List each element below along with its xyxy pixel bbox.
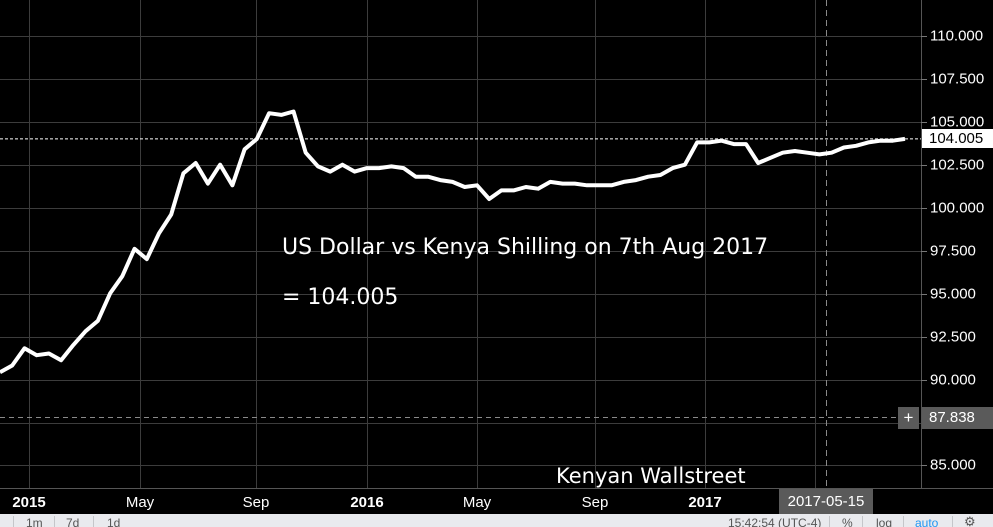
price-tick-label: 110.000: [930, 27, 984, 45]
price-tick-label: 85.000: [930, 456, 976, 474]
chart-annotation-title: US Dollar vs Kenya Shilling on 7th Aug 2…: [282, 235, 769, 260]
range-button-1d[interactable]: 1d: [107, 516, 121, 527]
price-tick-mark: [921, 465, 927, 466]
price-tick-label: 102.500: [930, 156, 985, 174]
price-tick-label: 97.500: [930, 242, 976, 260]
time-tick-label: 2015: [12, 494, 46, 511]
add-alert-button[interactable]: +: [898, 407, 919, 429]
time-tick-label: Sep: [581, 494, 609, 511]
auto-scale-toggle[interactable]: auto: [915, 516, 939, 527]
time-axis[interactable]: 2015 May Sep 2016 May Sep 2017 2017-05-15: [0, 488, 993, 515]
price-tick-label: 107.500: [930, 70, 985, 88]
price-tick-label: 95.000: [930, 285, 976, 303]
last-price-badge: 104.005: [922, 129, 993, 149]
crosshair-time-badge: 2017-05-15: [779, 489, 873, 515]
usd-kes-price-line: [0, 109, 906, 375]
time-tick-label: Sep: [242, 494, 270, 511]
gear-icon[interactable]: ⚙: [964, 514, 976, 527]
toolbar-divider: [13, 516, 14, 527]
toolbar-divider: [903, 516, 904, 527]
bottom-toolbar: 1m 7d 1d 15:42:54 (UTC-4) % log auto ⚙: [0, 514, 993, 527]
time-tick-label: May: [462, 494, 492, 511]
toolbar-divider: [862, 516, 863, 527]
crosshair-price-badge: 87.838: [922, 407, 993, 429]
range-button-1m[interactable]: 1m: [26, 516, 43, 527]
price-line-chart: [0, 0, 921, 488]
toolbar-divider: [829, 516, 830, 527]
price-tick-mark: [921, 337, 927, 338]
toolbar-divider: [54, 516, 55, 527]
price-tick-label: 90.000: [930, 371, 976, 389]
percent-scale-toggle[interactable]: %: [842, 516, 853, 527]
log-scale-toggle[interactable]: log: [876, 516, 893, 527]
toolbar-divider: [952, 516, 953, 527]
watermark: Kenyan Wallstreet: [556, 464, 746, 488]
price-axis[interactable]: 110.000 107.500 105.000 102.500 100.000 97.50…: [921, 0, 993, 488]
price-tick-label: 100.000: [930, 199, 985, 217]
price-tick-mark: [921, 36, 927, 37]
price-tick-mark: [921, 380, 927, 381]
price-tick-mark: [921, 208, 927, 209]
price-tick-label: 92.500: [930, 328, 976, 346]
time-tick-label: 2016: [350, 494, 384, 511]
price-tick-label: 105.000: [930, 113, 985, 131]
price-tick-mark: [921, 122, 927, 123]
toolbar-divider: [93, 516, 94, 527]
price-tick-mark: [921, 165, 927, 166]
clock-display: 15:42:54 (UTC-4): [728, 516, 822, 527]
time-tick-label: May: [125, 494, 155, 511]
price-tick-mark: [921, 294, 927, 295]
chart-plot-area[interactable]: US Dollar vs Kenya Shilling on 7th Aug 2…: [0, 0, 921, 488]
price-tick-mark: [921, 79, 927, 80]
range-button-7d[interactable]: 7d: [66, 516, 80, 527]
chart-annotation-value: = 104.005: [282, 285, 399, 310]
time-tick-label: 2017: [688, 494, 722, 511]
price-tick-mark: [921, 251, 927, 252]
